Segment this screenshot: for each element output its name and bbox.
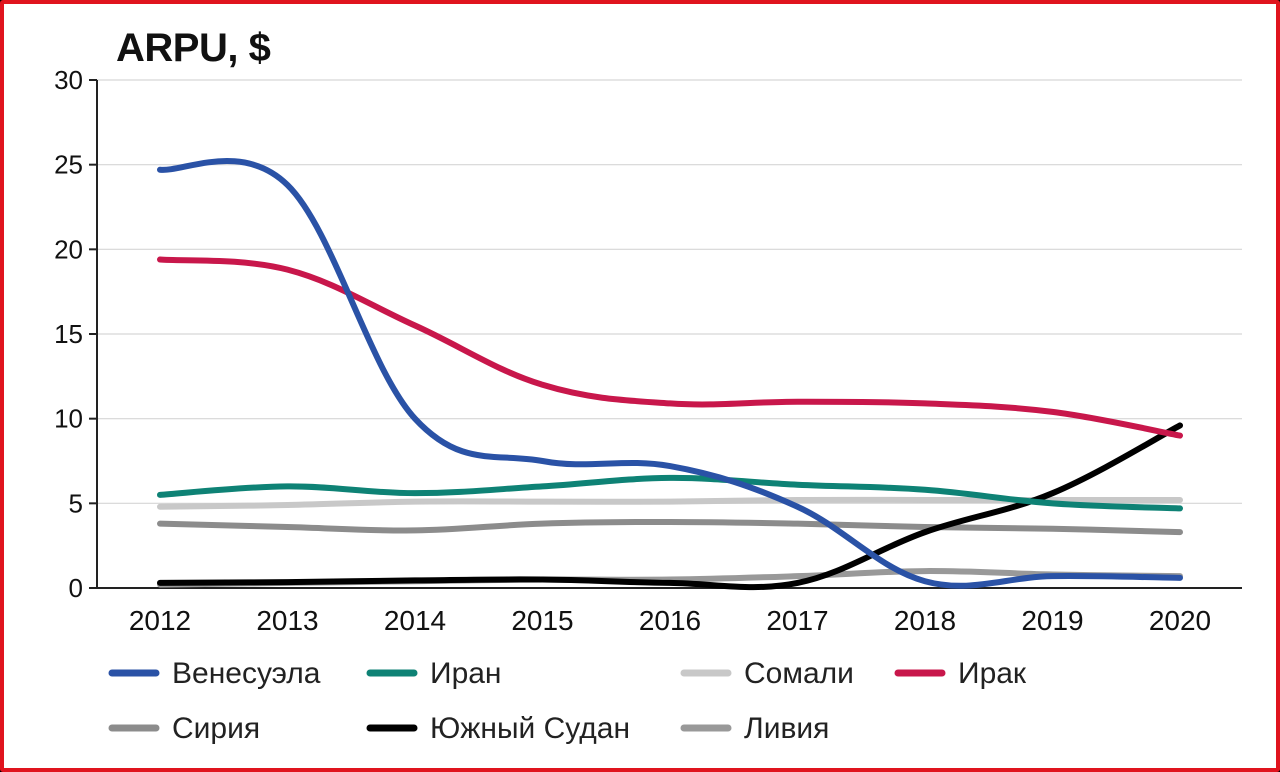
series-line-5 — [157, 422, 1183, 591]
grid-lines — [97, 79, 1242, 504]
x-tick-label: 2018 — [894, 605, 956, 636]
x-tick-labels: 2012 2013 2014 2015 2016 2017 2018 2019 2020 — [129, 605, 1211, 636]
series-lines — [157, 158, 1183, 591]
series-line-3 — [157, 256, 1183, 439]
x-tick-label: 2015 — [511, 605, 573, 636]
y-tick-label: 0 — [69, 573, 83, 603]
legend-label: Сомали — [744, 657, 854, 690]
y-tick-label: 15 — [54, 319, 83, 349]
legend-label: Сирия — [172, 712, 260, 745]
y-tick-label: 10 — [54, 404, 83, 434]
series-line-0 — [157, 158, 1183, 589]
legend-label: Иран — [430, 657, 502, 690]
x-tick-label: 2017 — [766, 605, 828, 636]
legend-label: Южный Судан — [430, 712, 630, 745]
x-tick-label: 2019 — [1021, 605, 1083, 636]
legend-label: Венесуэла — [172, 657, 321, 690]
axes — [89, 79, 1242, 589]
y-tick-label: 5 — [69, 488, 83, 518]
y-tick-label: 20 — [54, 234, 83, 264]
series-line-4 — [157, 518, 1183, 536]
legend-label: Ирак — [958, 657, 1027, 690]
y-tick-label: 30 — [54, 65, 83, 95]
legend-label: Ливия — [744, 712, 829, 745]
x-tick-label: 2013 — [256, 605, 318, 636]
x-tick-label: 2014 — [384, 605, 446, 636]
series-line-1 — [157, 474, 1183, 512]
y-tick-labels: 0 5 10 15 20 25 30 — [54, 65, 83, 603]
x-tick-label: 2020 — [1149, 605, 1211, 636]
x-tick-label: 2012 — [129, 605, 191, 636]
legend: Венесуэла Иран Сомали Ирак Сирия Южный Судан Л… — [108, 657, 1027, 745]
x-tick-label: 2016 — [639, 605, 701, 636]
chart-title: ARPU, $ — [116, 26, 271, 70]
y-tick-label: 25 — [54, 150, 83, 180]
